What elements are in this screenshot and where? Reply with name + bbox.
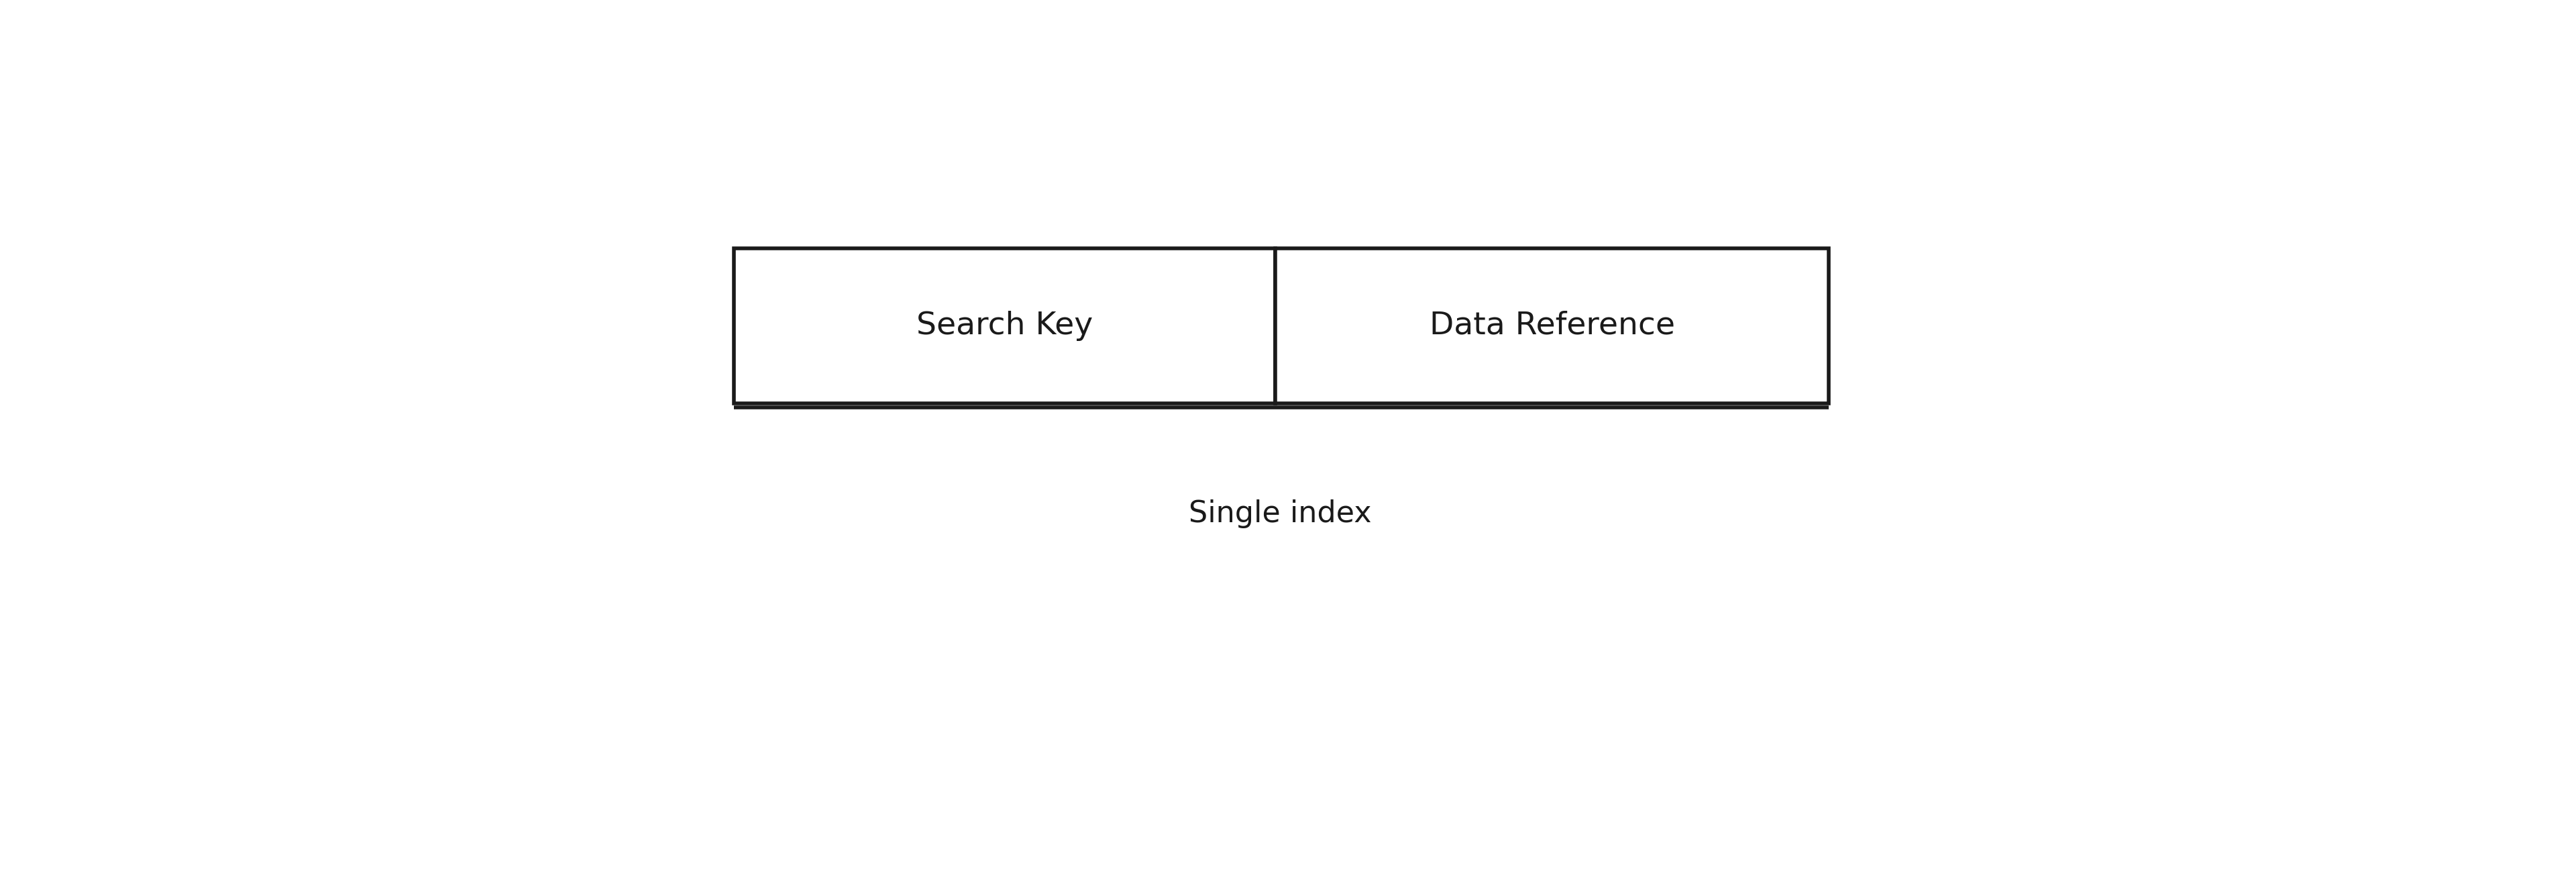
Bar	[734, 248, 1275, 403]
Text: Data Reference: Data Reference	[1430, 310, 1674, 341]
Text: Search Key: Search Key	[917, 310, 1092, 341]
Bar	[1275, 248, 1829, 403]
Text: Single index: Single index	[1190, 500, 1370, 528]
